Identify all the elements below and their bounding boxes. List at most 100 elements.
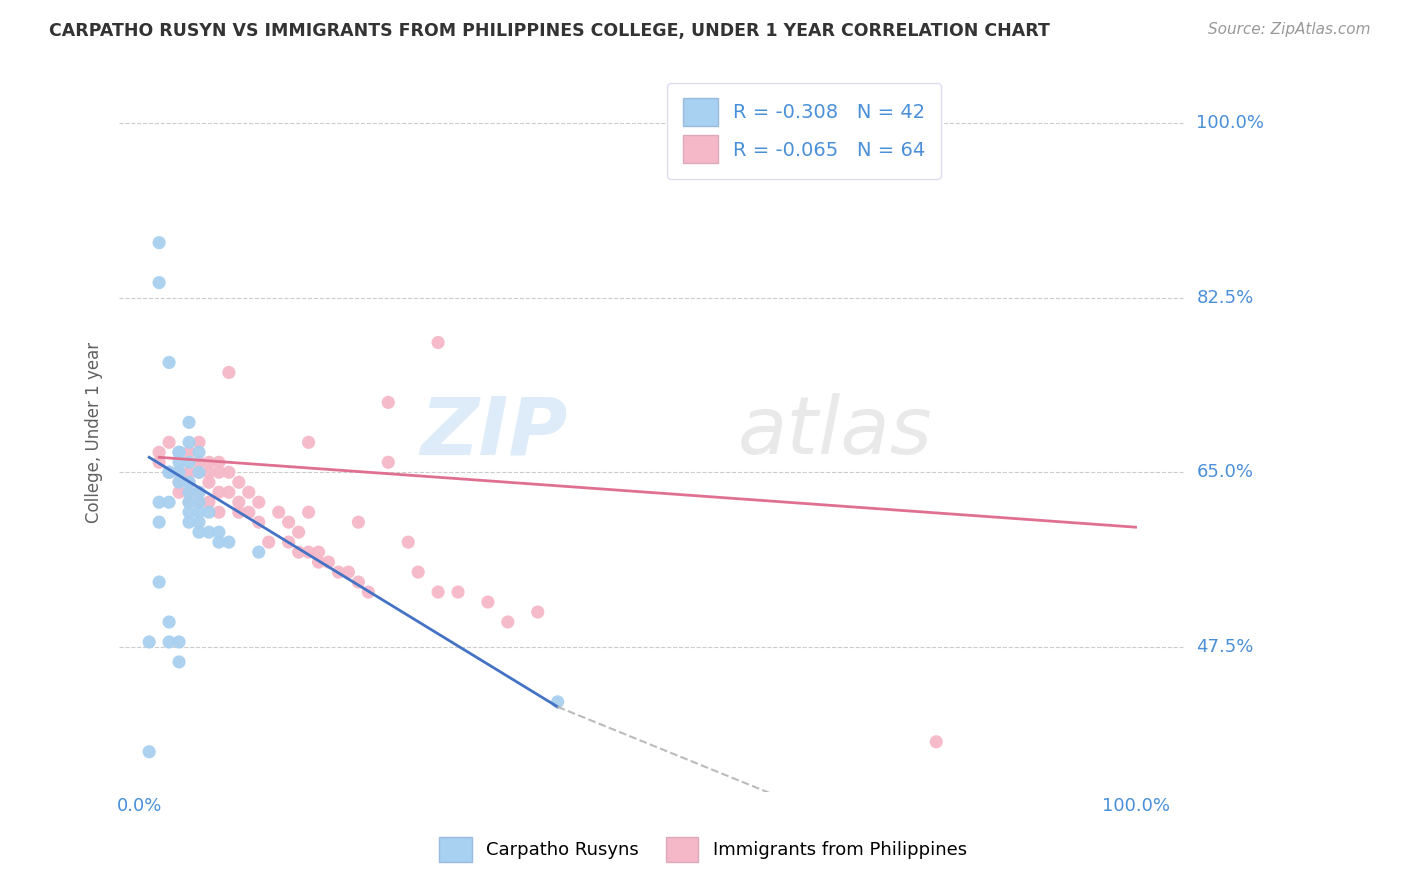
Point [148, 235, 170, 250]
Point [177, 475, 200, 490]
Point [188, 525, 211, 540]
Point [188, 445, 211, 459]
Point [208, 535, 231, 549]
Legend: R = -0.308   N = 42, R = -0.065   N = 64: R = -0.308 N = 42, R = -0.065 N = 64 [668, 83, 941, 178]
Point [188, 455, 211, 469]
Point [157, 465, 180, 479]
Point [427, 585, 450, 599]
Point [188, 485, 211, 500]
Text: ZIP: ZIP [419, 393, 567, 471]
Point [148, 515, 170, 529]
Point [396, 535, 419, 549]
Point [157, 635, 180, 649]
Point [547, 695, 569, 709]
Point [177, 445, 200, 459]
Point [277, 535, 299, 549]
Point [177, 495, 200, 509]
Point [177, 505, 200, 519]
Legend: Carpatho Rusyns, Immigrants from Philippines: Carpatho Rusyns, Immigrants from Philipp… [432, 830, 974, 870]
Point [198, 525, 221, 540]
Text: Source: ZipAtlas.com: Source: ZipAtlas.com [1208, 22, 1371, 37]
Point [377, 455, 399, 469]
Point [377, 395, 399, 409]
Point [167, 465, 190, 479]
Point [167, 455, 190, 469]
Point [218, 485, 240, 500]
Point [228, 505, 250, 519]
Point [447, 585, 470, 599]
Point [157, 465, 180, 479]
Point [177, 485, 200, 500]
Point [148, 455, 170, 469]
Point [496, 615, 519, 629]
Point [177, 515, 200, 529]
Point [198, 465, 221, 479]
Point [167, 465, 190, 479]
Text: 47.5%: 47.5% [1197, 638, 1254, 656]
Point [308, 545, 330, 559]
Point [177, 475, 200, 490]
Point [167, 445, 190, 459]
Point [167, 655, 190, 669]
Point [347, 515, 370, 529]
Point [198, 455, 221, 469]
Point [267, 505, 290, 519]
Point [337, 565, 360, 579]
Point [198, 475, 221, 490]
Point [318, 555, 340, 569]
Point [138, 635, 160, 649]
Point [247, 515, 270, 529]
Point [247, 495, 270, 509]
Point [228, 475, 250, 490]
Point [188, 495, 211, 509]
Point [238, 505, 260, 519]
Point [257, 535, 280, 549]
Point [157, 465, 180, 479]
Point [208, 455, 231, 469]
Point [287, 525, 309, 540]
Point [148, 575, 170, 590]
Point [177, 465, 200, 479]
Point [477, 595, 499, 609]
Point [177, 435, 200, 450]
Point [526, 605, 548, 619]
Point [247, 545, 270, 559]
Point [157, 355, 180, 369]
Point [148, 445, 170, 459]
Point [167, 475, 190, 490]
Point [167, 445, 190, 459]
Point [148, 495, 170, 509]
Text: 65.0%: 65.0% [1197, 463, 1254, 482]
Point [347, 575, 370, 590]
Point [308, 555, 330, 569]
Point [188, 495, 211, 509]
Point [218, 366, 240, 380]
Point [328, 565, 350, 579]
Point [218, 535, 240, 549]
Point [208, 465, 231, 479]
Point [198, 495, 221, 509]
Point [167, 445, 190, 459]
Point [138, 745, 160, 759]
Point [157, 615, 180, 629]
Y-axis label: College, Under 1 year: College, Under 1 year [86, 342, 103, 523]
Point [157, 495, 180, 509]
Point [188, 465, 211, 479]
Point [188, 485, 211, 500]
Text: atlas: atlas [738, 393, 932, 471]
Point [167, 475, 190, 490]
Point [208, 505, 231, 519]
Point [198, 505, 221, 519]
Point [287, 545, 309, 559]
Text: 82.5%: 82.5% [1197, 289, 1254, 307]
Point [188, 505, 211, 519]
Point [148, 276, 170, 290]
Point [218, 465, 240, 479]
Point [406, 565, 429, 579]
Point [208, 525, 231, 540]
Point [177, 455, 200, 469]
Point [188, 515, 211, 529]
Point [277, 515, 299, 529]
Point [238, 485, 260, 500]
Point [177, 415, 200, 429]
